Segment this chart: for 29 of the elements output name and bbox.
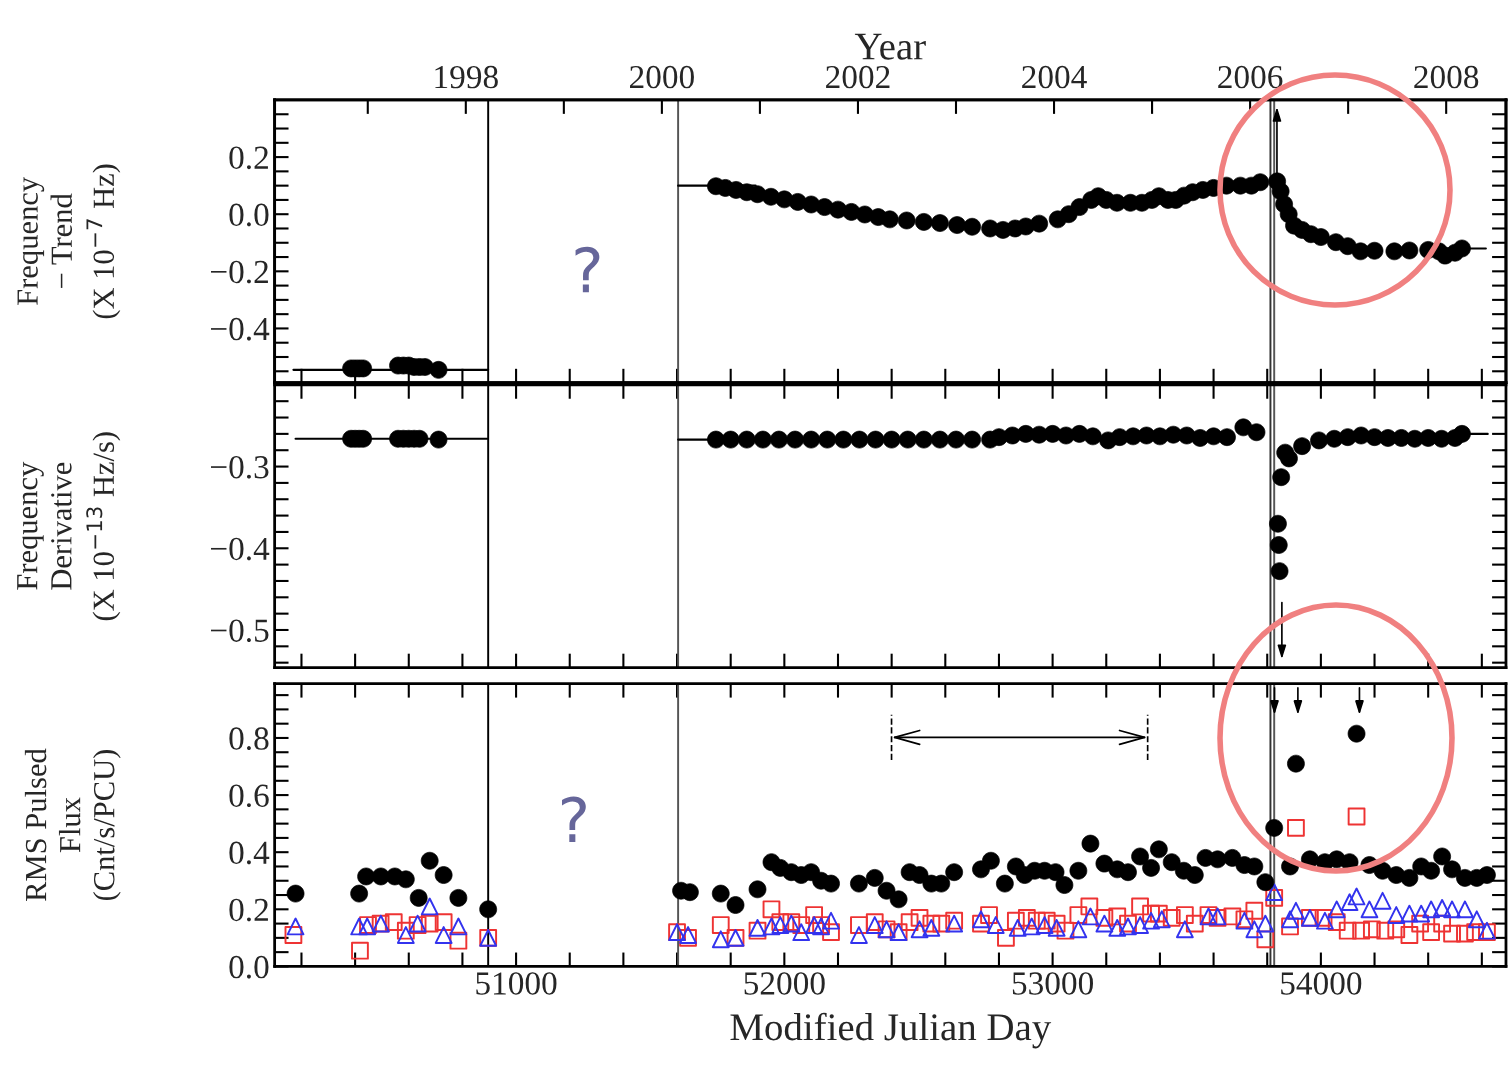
x-tick-label: 53000 [1012, 972, 1094, 995]
x2-tick-label: 2008 [1414, 65, 1479, 89]
y-tick-label: 0.0 [229, 955, 269, 979]
y-tick-label: 0.6 [229, 784, 269, 808]
y-axis-title: RMS Pulsed Flux (Cnt/s/PCU) [24, 748, 121, 902]
y-tick-label: 0.4 [229, 841, 270, 865]
y-tick-label: 0.8 [229, 727, 269, 750]
annotation: ? [562, 796, 586, 842]
x-tick-label: 52000 [744, 972, 825, 995]
y-tick-label: −0.4 [210, 537, 270, 561]
y-tick-label: −0.5 [210, 619, 269, 643]
y-tick-label: 0.2 [229, 146, 268, 170]
x2-tick-label: 2002 [826, 65, 890, 89]
y-axis-title: Frequency − Trend (X 10$^{−7}$ Hz) [17, 164, 121, 319]
x2-tick-label: 2000 [630, 65, 694, 89]
y-axis-title: Frequency Derivative (X 10$^{−13}$ Hz/s) [17, 432, 121, 621]
x2-tick-label: 2006 [1218, 65, 1283, 89]
y-tick-label: −0.3 [210, 455, 269, 479]
x-tick-label: 51000 [476, 972, 557, 995]
x-axis-title: Modified Julian Day [730, 1012, 1052, 1049]
x2-tick-label: 2004 [1022, 65, 1087, 89]
y-tick-label: 0.2 [229, 898, 268, 922]
x-tick-label: 54000 [1281, 972, 1362, 995]
y-tick-label: 0.0 [229, 203, 269, 227]
annotation: ? [575, 246, 600, 293]
x2-tick-label: 1998 [435, 65, 498, 89]
x2-axis-title: Year [854, 33, 926, 60]
y-tick-label: −0.4 [210, 317, 270, 341]
y-tick-label: −0.2 [210, 260, 268, 284]
